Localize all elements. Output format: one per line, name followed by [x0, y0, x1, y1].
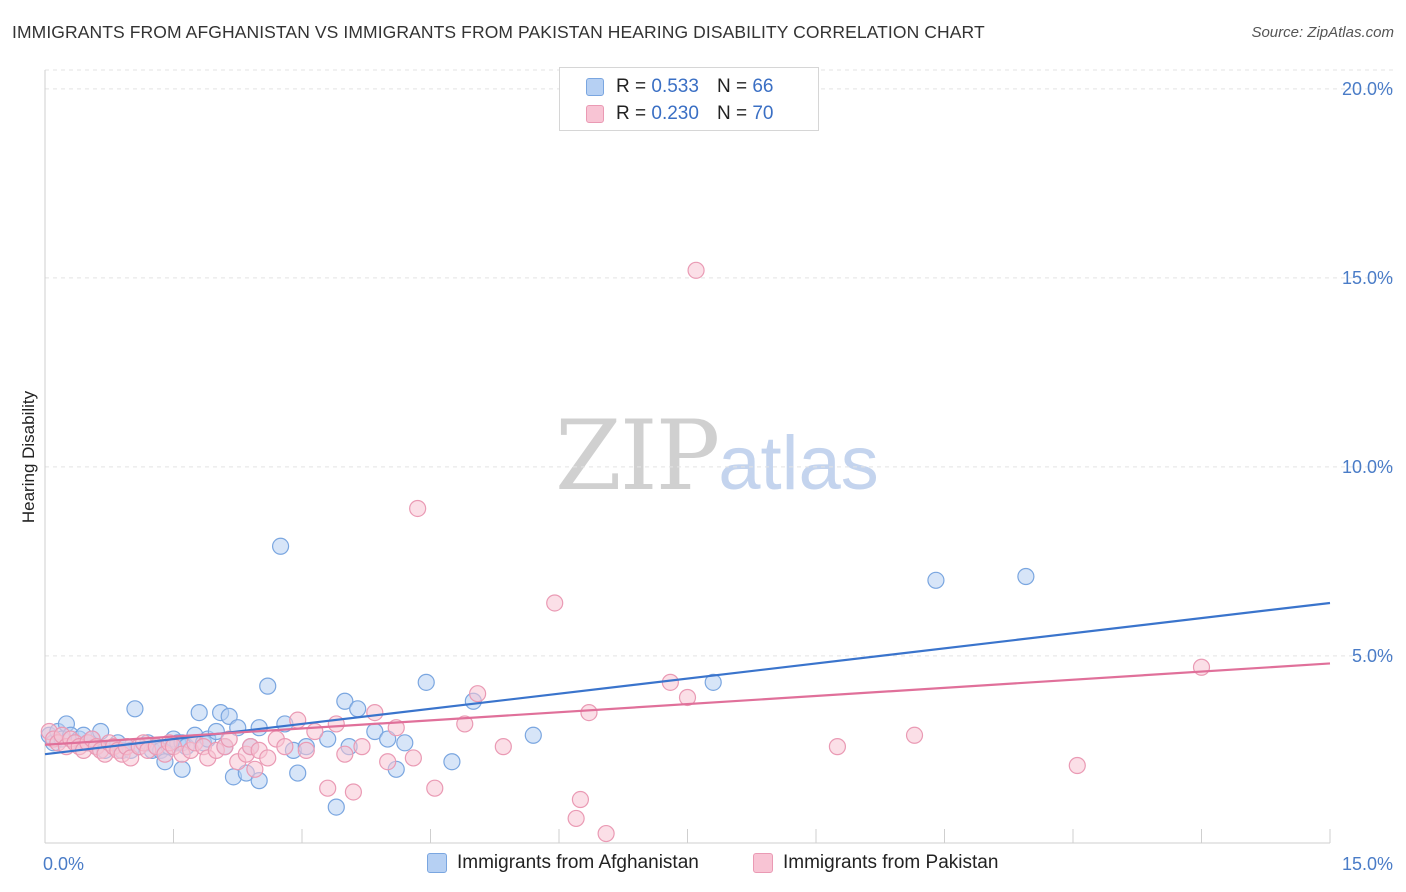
pakistan-point — [122, 749, 140, 767]
pakistan-point — [494, 738, 512, 756]
afghanistan-point — [327, 798, 345, 816]
pakistan-point — [404, 749, 422, 767]
afghanistan-point — [271, 537, 290, 555]
afghanistan-point — [1017, 567, 1035, 586]
legend-swatch-pakistan — [586, 105, 604, 123]
y-axis-label: Hearing Disability — [19, 390, 38, 523]
legend-r-value: 0.230 — [651, 103, 699, 124]
y-tick-label: 15.0% — [1342, 268, 1393, 288]
pakistan-point — [366, 703, 384, 722]
pakistan-point — [259, 749, 277, 767]
afghanistan-point — [190, 703, 208, 722]
pakistan-point — [379, 753, 397, 771]
legend-n-label: N = — [716, 76, 748, 97]
pakistan-point — [344, 783, 362, 801]
pakistan-point — [246, 760, 264, 778]
pakistan-point — [1068, 756, 1086, 775]
y-tick-label: 20.0% — [1342, 79, 1393, 99]
watermark: ZIPatlas — [555, 400, 879, 512]
series-legend-pakistan: Immigrants from Pakistan — [753, 852, 998, 874]
afghanistan-point — [319, 730, 337, 748]
axes — [44, 70, 1331, 844]
pakistan-point — [306, 722, 324, 741]
x-tick-label: 0.0% — [43, 854, 84, 874]
afghanistan-point — [379, 730, 397, 748]
x-tick-label: 15.0% — [1342, 854, 1393, 874]
y-tick-label: 5.0% — [1352, 646, 1393, 666]
afghanistan-point — [126, 700, 144, 718]
pakistan-point — [456, 715, 474, 733]
legend-r-label: R = — [616, 103, 647, 124]
pakistan-point — [687, 261, 705, 279]
tick-labels: 5.0% 10.0% 15.0% 20.0% 0.0% 15.0% — [43, 79, 1393, 874]
pakistan-point — [353, 738, 371, 756]
afghanistan-points — [40, 537, 1035, 816]
afghanistan-point — [524, 726, 542, 744]
pakistan-point — [409, 499, 427, 518]
pakistan-point — [426, 779, 444, 797]
afghanistan-point — [927, 571, 945, 589]
legend-n-value: 66 — [752, 76, 774, 97]
grid-lines — [45, 69, 1394, 657]
pakistan-trend-line — [44, 662, 1331, 746]
afghanistan-point — [396, 734, 414, 752]
trend-lines — [44, 601, 1331, 756]
series-label-pakistan: Immigrants from Pakistan — [783, 852, 999, 873]
pakistan-point — [678, 688, 697, 707]
afghanistan-point — [443, 753, 461, 771]
correlation-legend: R = 0.533 N = 66 R = 0.230 N = 70 — [559, 67, 819, 131]
pakistan-point — [597, 824, 615, 843]
afghanistan-point — [349, 700, 367, 718]
series-label-afghanistan: Immigrants from Afghanistan — [457, 852, 699, 873]
afghanistan-point — [289, 764, 307, 782]
legend-row-afghanistan: R = 0.533 N = 66 — [586, 76, 773, 98]
legend-n-value: 70 — [752, 103, 774, 124]
chart-title: IMMIGRANTS FROM AFGHANISTAN VS IMMIGRANT… — [12, 22, 985, 42]
pakistan-point — [469, 685, 487, 703]
pakistan-point — [297, 741, 315, 759]
pakistan-point — [828, 738, 847, 756]
legend-row-pakistan: R = 0.230 N = 70 — [586, 103, 773, 125]
pakistan-point — [276, 738, 294, 756]
pakistan-points — [40, 261, 1211, 843]
watermark-zip: ZIP — [555, 400, 720, 512]
series-legend-afghanistan: Immigrants from Afghanistan — [427, 852, 699, 874]
afghanistan-point — [336, 692, 354, 710]
legend-r-value: 0.533 — [651, 76, 699, 97]
series-legend: Immigrants from Afghanistan Immigrants f… — [0, 852, 1406, 878]
pakistan-point — [220, 730, 238, 748]
pakistan-point — [336, 745, 354, 763]
pakistan-point — [567, 809, 585, 828]
afghanistan-point — [259, 677, 277, 695]
source-credit: Source: ZipAtlas.com — [1251, 24, 1394, 41]
legend-r-label: R = — [616, 76, 647, 97]
pakistan-point — [905, 726, 924, 744]
legend-swatch-afghanistan — [586, 78, 604, 96]
pakistan-point — [580, 703, 598, 722]
afghanistan-point — [220, 707, 238, 725]
pakistan-point — [319, 779, 337, 797]
y-tick-label: 10.0% — [1342, 457, 1393, 477]
afghanistan-point — [704, 673, 722, 691]
watermark-atlas: atlas — [718, 421, 879, 506]
afghanistan-trend-line — [44, 601, 1331, 756]
legend-n-label: N = — [716, 103, 748, 124]
afghanistan-point — [173, 760, 191, 778]
series-swatch-afghanistan — [427, 853, 447, 873]
pakistan-point — [546, 594, 564, 612]
pakistan-point — [571, 790, 590, 809]
series-swatch-pakistan — [753, 853, 773, 873]
afghanistan-point — [417, 673, 435, 691]
